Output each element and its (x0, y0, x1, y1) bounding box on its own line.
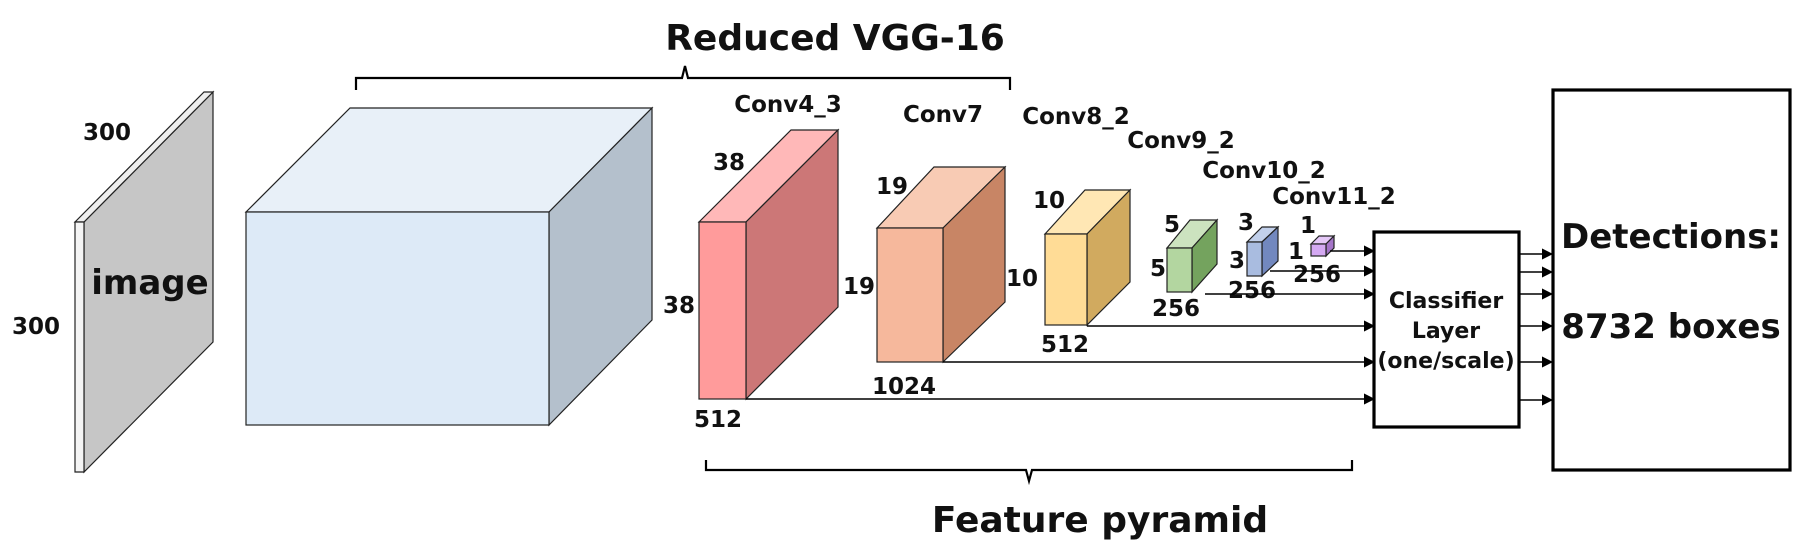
input-image-block (73, 90, 215, 474)
feature-pyramid-label: Feature pyramid (932, 500, 1268, 541)
conv7-size-top: 19 (876, 174, 908, 200)
conv8-2-size-top: 10 (1033, 188, 1065, 214)
vgg-block (244, 106, 654, 427)
conv10-2-name: Conv10_2 (1202, 158, 1326, 184)
conv11-2-block (1309, 234, 1336, 258)
conv9-2-block (1165, 218, 1219, 294)
detections-line-2: 8732 boxes (1561, 307, 1780, 347)
conv4-3-channels: 512 (694, 407, 742, 433)
vgg-brace (354, 65, 1012, 90)
conv8-2-size-left: 10 (1006, 266, 1038, 292)
conv11-2-size-left: 1 (1288, 239, 1304, 265)
conv9-2-size-left: 5 (1150, 256, 1166, 282)
conv8-2-channels: 512 (1041, 332, 1089, 358)
conv4-3-size-top: 38 (713, 150, 745, 176)
image-width-label: 300 (83, 120, 131, 146)
conv10-2-block (1245, 225, 1280, 278)
detection-arrows (1519, 248, 1554, 406)
detections-box (1551, 88, 1792, 472)
conv10-2-size-left: 3 (1229, 248, 1245, 274)
image-height-label: 300 (12, 314, 60, 340)
conv11-2-channels: 256 (1293, 262, 1341, 288)
conv7-channels: 1024 (872, 374, 936, 400)
diagram-title: Reduced VGG-16 (665, 18, 1005, 59)
classifier-line-3: (one/scale) (1377, 349, 1514, 374)
conv11-2-size-top: 1 (1300, 213, 1316, 239)
classifier-line-1: Classifier (1389, 289, 1503, 314)
conv9-2-name: Conv9_2 (1127, 128, 1235, 154)
vgg-front-face (245, 211, 550, 426)
conv7-block (875, 165, 1007, 364)
conv7-name: Conv7 (903, 102, 983, 128)
classifier-box (1372, 230, 1521, 429)
conv7-size-left: 19 (843, 274, 875, 300)
conv9-2-channels: 256 (1152, 296, 1200, 322)
conv8-2-name: Conv8_2 (1022, 104, 1130, 130)
conv8-2-block (1043, 188, 1132, 327)
classifier-line-2: Layer (1412, 319, 1480, 344)
conv9-2-size-top: 5 (1164, 212, 1180, 238)
conv10-2-channels: 256 (1228, 278, 1276, 304)
detections-line-1: Detections: (1561, 217, 1781, 257)
image-front-face (74, 221, 85, 473)
conv4-3-size-left: 38 (663, 293, 695, 319)
feature-pyramid-brace (704, 460, 1354, 486)
conv4-3-name: Conv4_3 (734, 92, 842, 118)
image-label: image (91, 263, 208, 303)
conv10-2-size-top: 3 (1238, 210, 1254, 236)
conv4-3-block (697, 128, 840, 401)
conv11-2-name: Conv11_2 (1272, 184, 1396, 210)
feature-arrows (746, 245, 1376, 405)
